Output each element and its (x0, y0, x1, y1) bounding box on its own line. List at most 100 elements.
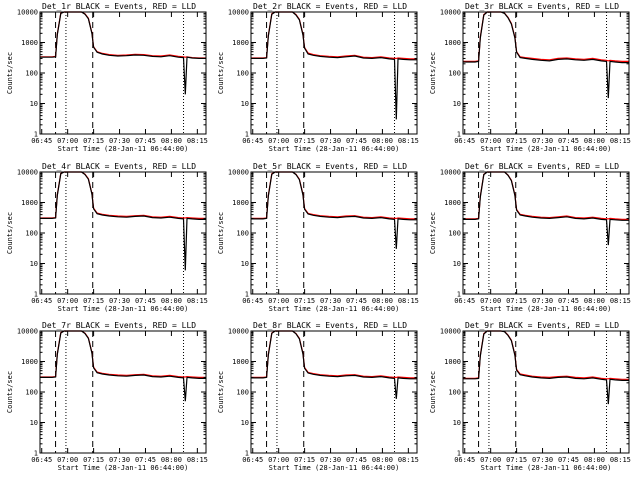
panel-3: Det_3r BLACK = Events, RED = LLD 1 10 100 10… (429, 2, 631, 153)
x-tick-label: 08:15 (398, 297, 419, 305)
panel-title: Det_6r BLACK = Events, RED = LLD (465, 162, 619, 171)
x-axis-label: Start Time (28-Jan-11 06:44:00) (58, 464, 189, 472)
y-tick-label: 1 (245, 450, 249, 458)
y-axis-label: Counts/sec (6, 212, 14, 254)
x-tick-label: 07:00 (57, 456, 78, 464)
panel-6: Det_6r BLACK = Events, RED = LLD 1 10 100 10… (429, 162, 631, 313)
series-line-lld (251, 171, 417, 220)
panel-9: Det_9r BLACK = Events, RED = LLD 1 10 100 10… (429, 321, 631, 472)
y-tick-label: 10 (241, 419, 249, 427)
y-tick-label: 1 (457, 450, 461, 458)
x-tick-label: 07:15 (506, 456, 527, 464)
x-axis-label: Start Time (28-Jan-11 06:44:00) (58, 305, 189, 313)
plot-frame (462, 171, 630, 295)
x-tick-label: 07:15 (506, 297, 527, 305)
x-tick-label: 07:30 (109, 137, 130, 145)
x-tick-label: 08:15 (610, 297, 631, 305)
x-tick-label: 07:15 (294, 297, 315, 305)
y-tick-label: 10000 (228, 169, 249, 177)
x-tick-label: 07:30 (532, 456, 553, 464)
panel-title: Det_2r BLACK = Events, RED = LLD (253, 2, 407, 11)
y-tick-label: 10000 (17, 9, 38, 17)
series-line-events (251, 171, 417, 249)
x-tick-label: 07:15 (83, 456, 104, 464)
y-tick-label: 10 (30, 419, 38, 427)
y-tick-label: 10 (241, 100, 249, 108)
plot-frame (462, 330, 630, 454)
series-line-lld (251, 11, 417, 60)
y-tick-label: 1 (245, 291, 249, 299)
x-tick-label: 07:30 (320, 456, 341, 464)
y-tick-label: 10000 (228, 9, 249, 17)
y-tick-label: 1 (457, 131, 461, 139)
y-tick-label: 1 (245, 131, 249, 139)
x-tick-label: 08:15 (398, 137, 419, 145)
y-tick-label: 10000 (17, 328, 38, 336)
x-tick-label: 08:15 (610, 137, 631, 145)
x-tick-label: 08:15 (187, 456, 208, 464)
x-axis-label: Start Time (28-Jan-11 06:44:00) (58, 145, 189, 153)
x-tick-label: 07:45 (558, 137, 579, 145)
series-line-lld (40, 171, 206, 219)
x-tick-label: 08:00 (372, 297, 393, 305)
x-tick-label: 06:45 (31, 456, 52, 464)
series-line-lld (40, 330, 206, 378)
x-tick-label: 06:45 (454, 297, 475, 305)
x-tick-label: 06:45 (31, 297, 52, 305)
series-line-events (463, 330, 629, 405)
panel-title: Det_1r BLACK = Events, RED = LLD (42, 2, 196, 11)
x-tick-label: 06:45 (242, 297, 263, 305)
series-line-events (251, 330, 417, 399)
series-line-lld (463, 171, 629, 220)
x-tick-label: 07:45 (558, 456, 579, 464)
series-line-events (463, 171, 629, 246)
x-tick-label: 08:00 (584, 297, 605, 305)
x-tick-label: 08:15 (398, 456, 419, 464)
y-tick-label: 100 (236, 389, 249, 397)
x-tick-label: 07:15 (83, 297, 104, 305)
panel-title: Det_8r BLACK = Events, RED = LLD (253, 321, 407, 330)
y-tick-label: 1 (34, 131, 38, 139)
x-tick-label: 07:15 (294, 456, 315, 464)
plot-frame (39, 11, 207, 135)
plot-frame (250, 330, 418, 454)
x-tick-label: 07:00 (57, 137, 78, 145)
y-tick-label: 10 (453, 419, 461, 427)
panel-8: Det_8r BLACK = Events, RED = LLD 1 10 100 10… (217, 321, 419, 472)
x-axis-label: Start Time (28-Jan-11 06:44:00) (269, 305, 400, 313)
y-tick-label: 10000 (440, 328, 461, 336)
x-tick-label: 07:45 (135, 456, 156, 464)
x-axis-label: Start Time (28-Jan-11 06:44:00) (481, 305, 612, 313)
x-tick-label: 08:00 (161, 137, 182, 145)
y-tick-label: 1000 (21, 199, 38, 207)
x-tick-label: 08:00 (161, 297, 182, 305)
panel-5: Det_5r BLACK = Events, RED = LLD 1 10 100 10… (217, 162, 419, 313)
x-tick-label: 08:15 (187, 297, 208, 305)
x-tick-label: 07:00 (268, 297, 289, 305)
x-tick-label: 07:30 (109, 456, 130, 464)
x-tick-label: 06:45 (31, 137, 52, 145)
series-line-events (251, 11, 417, 120)
x-tick-label: 07:15 (83, 137, 104, 145)
x-tick-label: 07:45 (346, 456, 367, 464)
y-tick-label: 1000 (444, 358, 461, 366)
x-tick-label: 07:45 (135, 297, 156, 305)
x-tick-label: 08:00 (161, 456, 182, 464)
x-tick-label: 06:45 (454, 456, 475, 464)
y-tick-label: 100 (448, 389, 461, 397)
x-tick-label: 08:15 (187, 137, 208, 145)
x-tick-label: 07:30 (109, 297, 130, 305)
y-tick-label: 100 (448, 230, 461, 238)
x-tick-label: 07:45 (558, 297, 579, 305)
y-axis-label: Counts/sec (6, 52, 14, 94)
y-tick-label: 10 (241, 260, 249, 268)
x-axis-label: Start Time (28-Jan-11 06:44:00) (269, 464, 400, 472)
x-tick-label: 07:30 (532, 297, 553, 305)
y-tick-label: 1000 (21, 39, 38, 47)
x-tick-label: 08:00 (372, 456, 393, 464)
x-tick-label: 07:45 (135, 137, 156, 145)
series-line-lld (40, 11, 206, 59)
y-axis-label: Counts/sec (429, 371, 437, 413)
x-tick-label: 07:00 (268, 456, 289, 464)
